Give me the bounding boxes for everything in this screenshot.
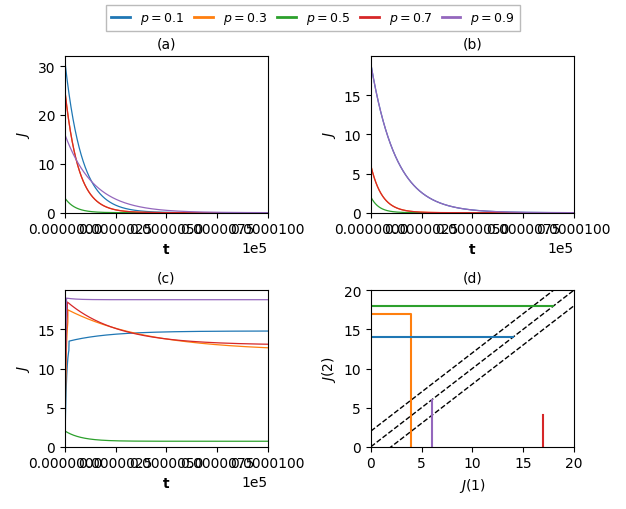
Legend: $p = 0.1$, $p = 0.3$, $p = 0.5$, $p = 0.7$, $p = 0.9$: $p = 0.1$, $p = 0.3$, $p = 0.5$, $p = 0.… bbox=[106, 6, 520, 32]
Title: (d): (d) bbox=[463, 271, 482, 286]
Title: (c): (c) bbox=[157, 271, 175, 286]
Y-axis label: $J(2)$: $J(2)$ bbox=[320, 355, 338, 382]
X-axis label: $\mathbf{t}$: $\mathbf{t}$ bbox=[162, 242, 170, 257]
Title: (a): (a) bbox=[156, 38, 176, 52]
Y-axis label: $J$: $J$ bbox=[321, 131, 338, 139]
Y-axis label: $J$: $J$ bbox=[15, 131, 32, 139]
X-axis label: $\mathbf{t}$: $\mathbf{t}$ bbox=[162, 476, 170, 490]
X-axis label: $J(1)$: $J(1)$ bbox=[459, 476, 486, 494]
X-axis label: $\mathbf{t}$: $\mathbf{t}$ bbox=[468, 242, 476, 257]
Title: (b): (b) bbox=[463, 38, 482, 52]
Y-axis label: $J$: $J$ bbox=[15, 365, 32, 373]
